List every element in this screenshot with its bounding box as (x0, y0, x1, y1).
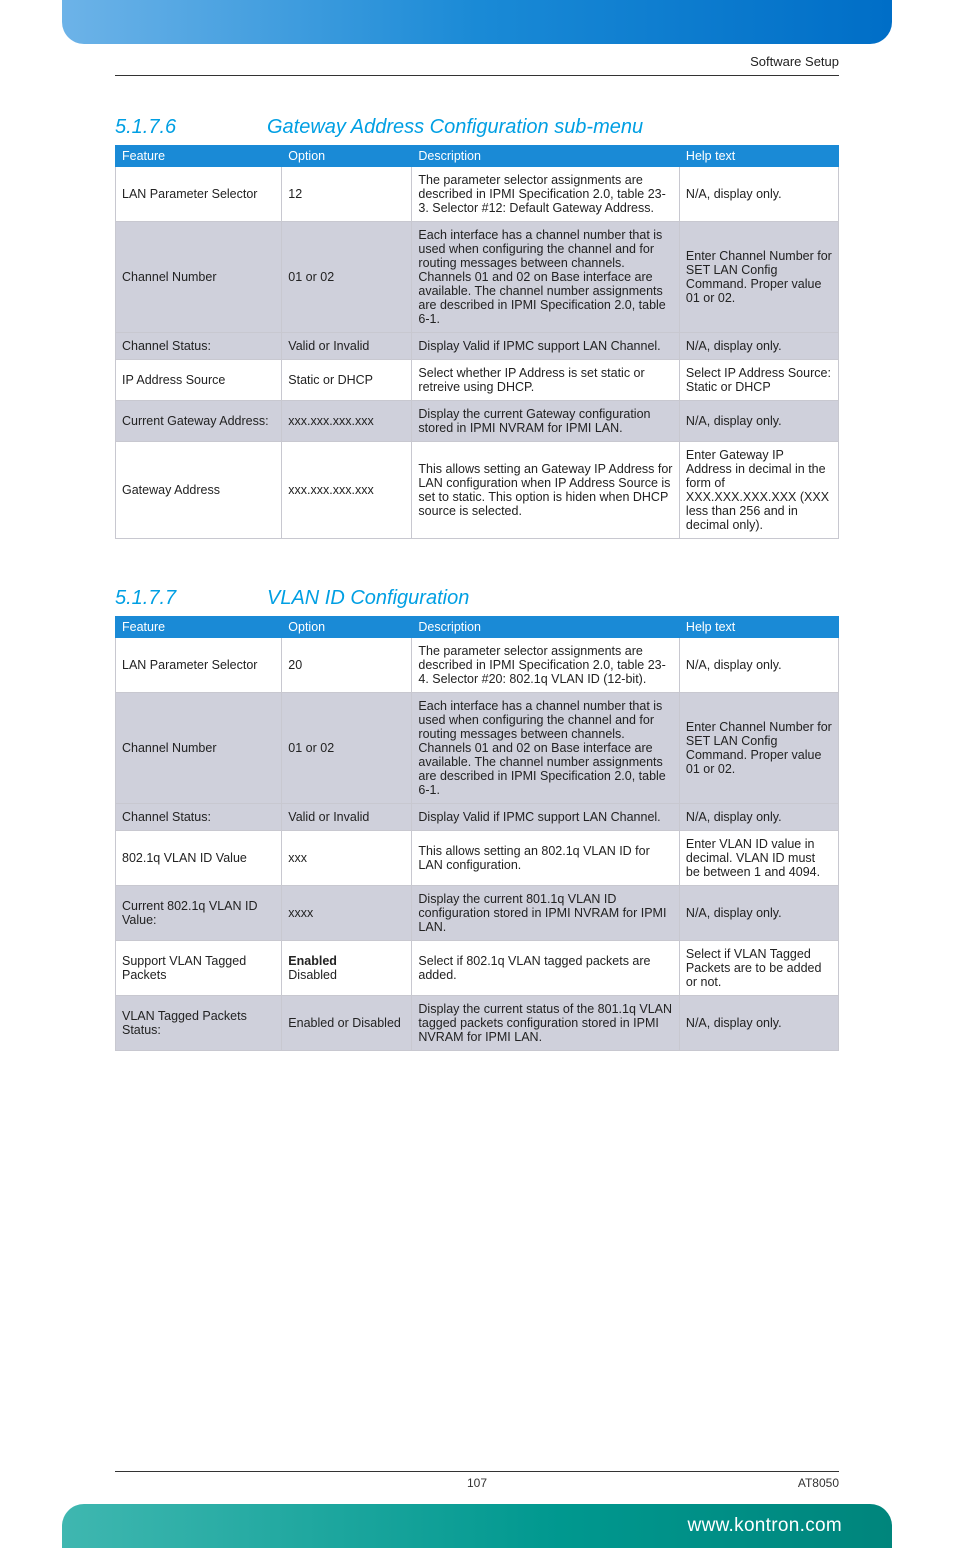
table-cell: Current Gateway Address: (116, 401, 282, 442)
table-cell: Display the current Gateway configuratio… (412, 401, 680, 442)
table-cell: 01 or 02 (282, 222, 412, 333)
table-cell: Select IP Address Source: Static or DHCP (679, 360, 838, 401)
col-feature: Feature (116, 146, 282, 167)
table-cell: The parameter selector assignments are d… (412, 638, 680, 693)
table-cell: This allows setting an 802.1q VLAN ID fo… (412, 831, 680, 886)
table-cell: 12 (282, 167, 412, 222)
table-cell: xxx (282, 831, 412, 886)
table-cell: xxx.xxx.xxx.xxx (282, 442, 412, 539)
table-cell: Enter Channel Number for SET LAN Config … (679, 222, 838, 333)
table-cell: N/A, display only. (679, 886, 838, 941)
table-row: Channel Number01 or 02Each interface has… (116, 222, 839, 333)
bottom-banner: www.kontron.com (62, 1504, 892, 1548)
table-cell: Valid or Invalid (282, 333, 412, 360)
table-row: LAN Parameter Selector12The parameter se… (116, 167, 839, 222)
page-content: 5.1.7.6 Gateway Address Configuration su… (0, 76, 954, 1471)
col-help: Help text (679, 617, 838, 638)
table-cell: Gateway Address (116, 442, 282, 539)
table-cell: Support VLAN Tagged Packets (116, 941, 282, 996)
footer-url: www.kontron.com (688, 1515, 842, 1537)
table-row: VLAN Tagged Packets Status:Enabled or Di… (116, 996, 839, 1051)
col-description: Description (412, 146, 680, 167)
table-cell: Enter VLAN ID value in decimal. VLAN ID … (679, 831, 838, 886)
table-cell: IP Address Source (116, 360, 282, 401)
page-number: 107 (235, 1476, 719, 1490)
col-option: Option (282, 146, 412, 167)
table-row: Current 802.1q VLAN ID Value:xxxxDisplay… (116, 886, 839, 941)
table-cell: Select if VLAN Tagged Packets are to be … (679, 941, 838, 996)
top-banner (62, 0, 892, 44)
table-cell: Enter Channel Number for SET LAN Config … (679, 693, 838, 804)
section-number: 5.1.7.7 (115, 587, 267, 610)
table-cell: This allows setting an Gateway IP Addres… (412, 442, 680, 539)
table-row: LAN Parameter Selector20The parameter se… (116, 638, 839, 693)
table-row: Gateway Addressxxx.xxx.xxx.xxxThis allow… (116, 442, 839, 539)
table-row: Channel Status:Valid or InvalidDisplay V… (116, 333, 839, 360)
section-title: Gateway Address Configuration sub-menu (267, 116, 643, 139)
table-cell: N/A, display only. (679, 167, 838, 222)
table-cell: EnabledDisabled (282, 941, 412, 996)
table-cell: xxxx (282, 886, 412, 941)
table-cell: 01 or 02 (282, 693, 412, 804)
col-feature: Feature (116, 617, 282, 638)
table-cell: LAN Parameter Selector (116, 167, 282, 222)
table-cell: Display Valid if IPMC support LAN Channe… (412, 333, 680, 360)
col-option: Option (282, 617, 412, 638)
table-row: Channel Status:Valid or InvalidDisplay V… (116, 804, 839, 831)
table-cell: N/A, display only. (679, 996, 838, 1051)
model-number: AT8050 (719, 1476, 839, 1490)
table-cell: Channel Status: (116, 804, 282, 831)
table-cell: VLAN Tagged Packets Status: (116, 996, 282, 1051)
section-number: 5.1.7.6 (115, 116, 267, 139)
section-title: VLAN ID Configuration (267, 587, 469, 610)
table-row: Channel Number01 or 02Each interface has… (116, 693, 839, 804)
table-vlan: Feature Option Description Help text LAN… (115, 616, 839, 1051)
section-heading: 5.1.7.6 Gateway Address Configuration su… (115, 116, 839, 139)
table-cell: N/A, display only. (679, 638, 838, 693)
table-cell: Enabled or Disabled (282, 996, 412, 1051)
table-cell: Each interface has a channel number that… (412, 693, 680, 804)
table-gateway: Feature Option Description Help text LAN… (115, 145, 839, 539)
table-row: Support VLAN Tagged PacketsEnabledDisabl… (116, 941, 839, 996)
section-heading: 5.1.7.7 VLAN ID Configuration (115, 587, 839, 610)
table-cell: The parameter selector assignments are d… (412, 167, 680, 222)
table-row: Current Gateway Address:xxx.xxx.xxx.xxxD… (116, 401, 839, 442)
table-cell: 20 (282, 638, 412, 693)
table-cell: N/A, display only. (679, 333, 838, 360)
table-cell: Display the current 801.1q VLAN ID confi… (412, 886, 680, 941)
footer: 107 AT8050 (0, 1472, 954, 1500)
table-cell: Current 802.1q VLAN ID Value: (116, 886, 282, 941)
table-cell: xxx.xxx.xxx.xxx (282, 401, 412, 442)
table-cell: Enter Gateway IP Address in decimal in t… (679, 442, 838, 539)
table-cell: Channel Number (116, 222, 282, 333)
table-cell: Select if 802.1q VLAN tagged packets are… (412, 941, 680, 996)
table-cell: Display the current status of the 801.1q… (412, 996, 680, 1051)
col-help: Help text (679, 146, 838, 167)
table-cell: LAN Parameter Selector (116, 638, 282, 693)
table-row: 802.1q VLAN ID ValuexxxThis allows setti… (116, 831, 839, 886)
table-cell: Channel Number (116, 693, 282, 804)
table-cell: Static or DHCP (282, 360, 412, 401)
table-cell: Valid or Invalid (282, 804, 412, 831)
table-cell: N/A, display only. (679, 804, 838, 831)
table-cell: 802.1q VLAN ID Value (116, 831, 282, 886)
table-cell: Display Valid if IPMC support LAN Channe… (412, 804, 680, 831)
table-cell: Each interface has a channel number that… (412, 222, 680, 333)
table-cell: Select whether IP Address is set static … (412, 360, 680, 401)
table-cell: N/A, display only. (679, 401, 838, 442)
table-row: IP Address SourceStatic or DHCPSelect wh… (116, 360, 839, 401)
table-cell: Channel Status: (116, 333, 282, 360)
header-section-label: Software Setup (0, 44, 954, 75)
col-description: Description (412, 617, 680, 638)
